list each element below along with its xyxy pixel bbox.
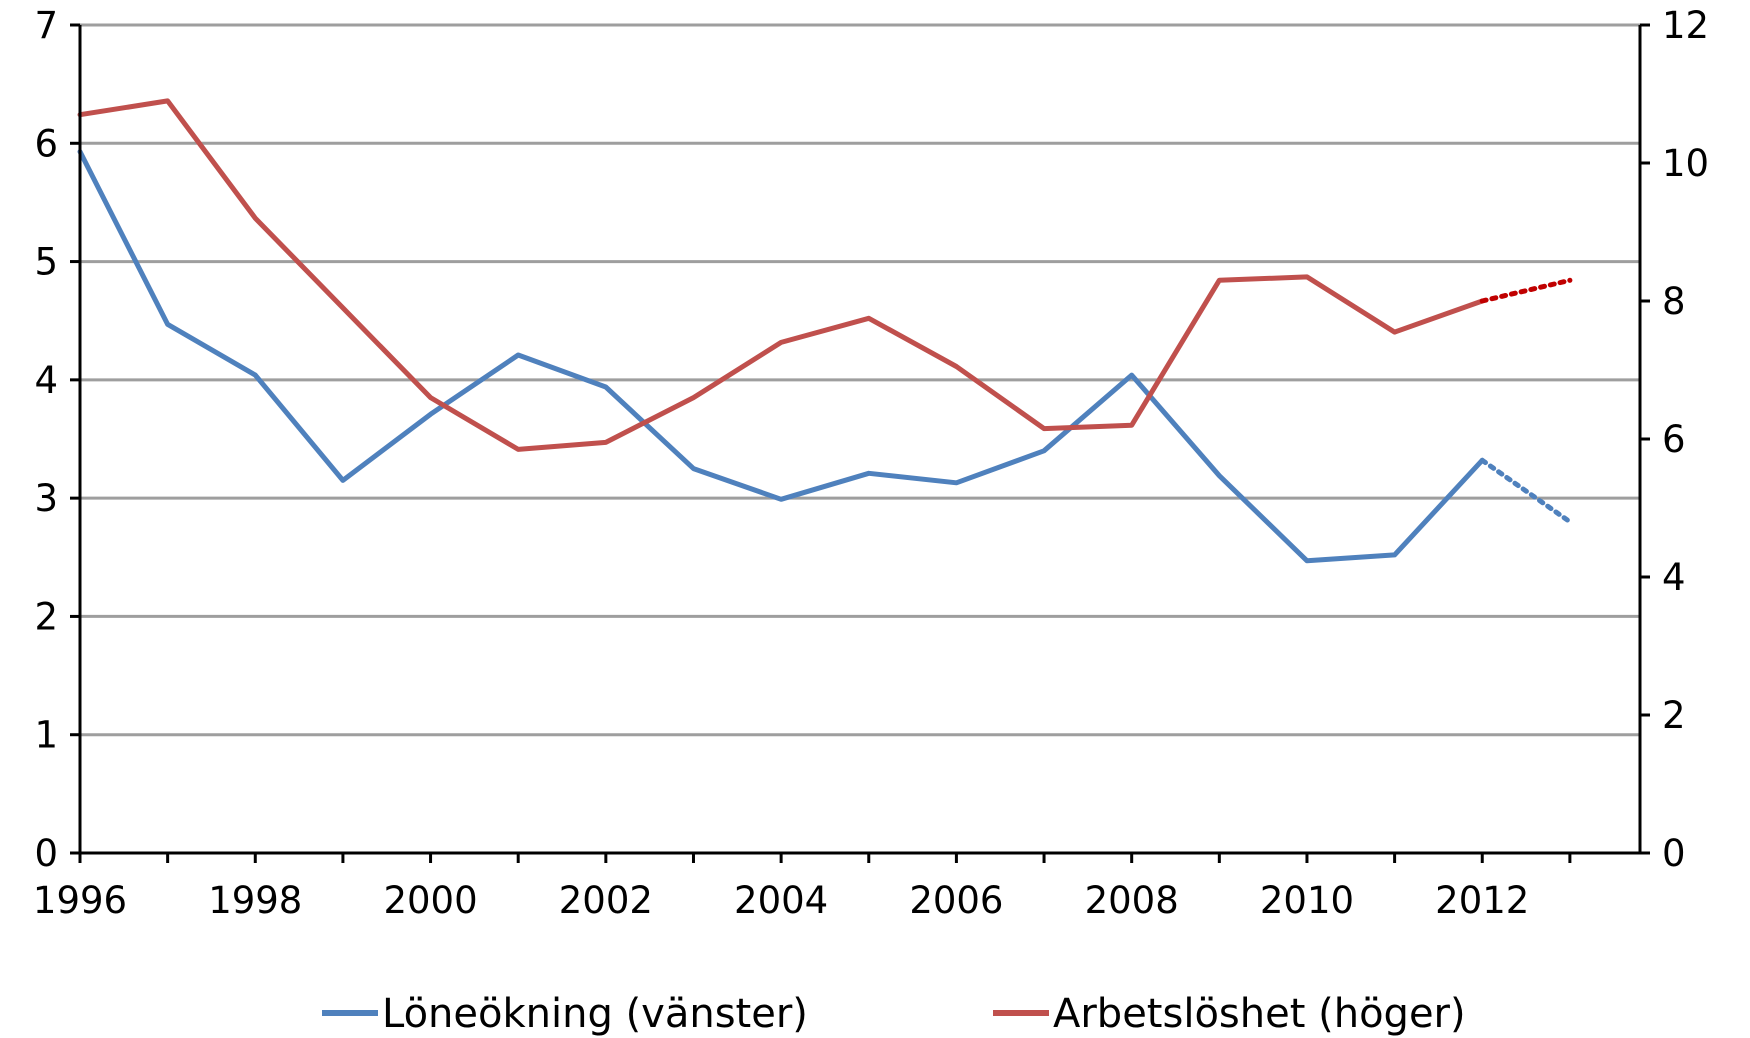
series-forecast-0: [1479, 457, 1573, 525]
x-tick-label: 2006: [909, 879, 1003, 922]
gridlines: [80, 23, 1640, 737]
x-tick-label: 1996: [33, 879, 127, 922]
x-tick-label: 2012: [1435, 879, 1529, 922]
x-tick-label: 1998: [208, 879, 302, 922]
legend-label-1: Arbetslöshet (höger): [1053, 991, 1466, 1037]
y-left-tick-label: 4: [34, 359, 58, 402]
series-line-1: [77, 98, 1485, 452]
y-left-tick-label: 7: [34, 4, 58, 47]
y-left-tick-label: 3: [34, 477, 58, 520]
y-right-tick-label: 4: [1662, 556, 1686, 599]
y-right-tick-label: 2: [1662, 694, 1686, 737]
y-left-tick-label: 2: [34, 595, 58, 638]
y-right-tick-label: 0: [1662, 832, 1686, 875]
y-left-tick-label: 0: [34, 832, 58, 875]
axes: [70, 23, 1650, 863]
y-right-tick-label: 8: [1662, 280, 1686, 323]
x-tick-label: 2008: [1085, 879, 1179, 922]
x-tick-label: 2004: [734, 879, 828, 922]
y-right-tick-label: 12: [1662, 4, 1709, 47]
legend-label-0: Löneökning (vänster): [382, 991, 808, 1037]
y-right-tick-label: 6: [1662, 418, 1686, 461]
x-tick-label: 2010: [1260, 879, 1354, 922]
y-right-tick-label: 10: [1662, 142, 1709, 185]
series-layer: [77, 98, 1573, 564]
x-tick-label: 2002: [559, 879, 653, 922]
y-left-tick-label: 6: [34, 122, 58, 165]
y-left-tick-label: 1: [34, 714, 58, 757]
x-tick-label: 2000: [383, 879, 477, 922]
legend: Löneökning (vänster) Arbetslöshet (höger): [322, 991, 1466, 1037]
y-left-tick-label: 5: [34, 241, 58, 284]
series-line-0: [77, 149, 1485, 564]
series-forecast-1: [1479, 277, 1573, 304]
